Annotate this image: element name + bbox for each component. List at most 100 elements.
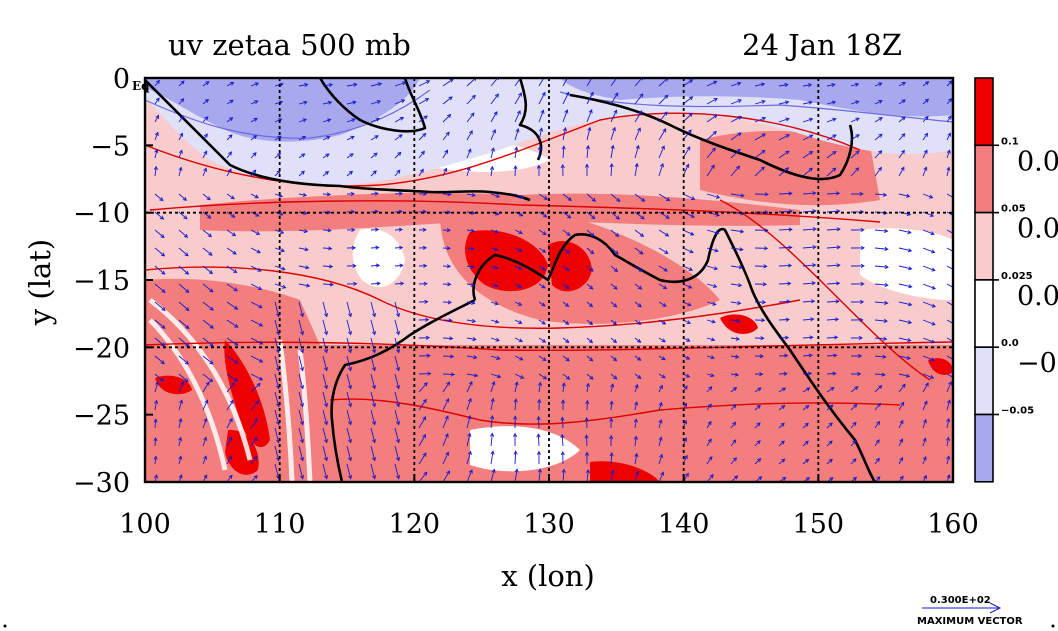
wind-vector-head — [179, 399, 184, 404]
wind-vector-head — [513, 450, 518, 455]
wind-vector — [346, 355, 352, 371]
wind-vector-head — [350, 135, 355, 140]
wind-vector-head — [782, 476, 787, 481]
wind-vector — [874, 355, 886, 358]
wind-vector — [586, 145, 589, 159]
wind-vector — [754, 440, 761, 447]
wind-vector — [202, 150, 208, 159]
wind-vector-head — [616, 198, 621, 203]
wind-vector-head — [396, 331, 401, 336]
wind-vector — [274, 427, 280, 443]
wind-vector — [802, 372, 812, 375]
wind-vector — [202, 99, 209, 105]
wind-vector — [658, 78, 669, 87]
wind-vector — [298, 463, 304, 479]
wind-vector — [898, 116, 906, 123]
wind-vector-head — [884, 246, 889, 252]
y-tick-label: −15 — [73, 266, 130, 297]
wind-vector-head — [495, 337, 500, 342]
wind-vector — [442, 114, 451, 123]
wind-vector — [898, 337, 911, 342]
wind-vector — [802, 318, 814, 321]
wind-vector — [178, 319, 190, 329]
wind-vector-head — [884, 228, 889, 233]
wind-vector-head — [400, 281, 405, 286]
wind-vector-head — [946, 474, 951, 479]
wind-vector — [538, 301, 546, 307]
wind-vector — [514, 193, 524, 199]
wind-vector-head — [906, 193, 911, 198]
wind-vector-head — [566, 375, 571, 380]
wind-vector-head — [787, 263, 793, 268]
wind-vector — [178, 193, 187, 201]
wind-vector-head — [161, 288, 166, 293]
wind-vector — [466, 112, 475, 123]
wind-vector-head — [446, 228, 451, 233]
wind-vector-head — [639, 250, 644, 255]
wind-vector — [466, 167, 470, 177]
wind-vector-head — [257, 267, 262, 272]
wind-vector — [874, 229, 888, 232]
wind-vector — [898, 373, 910, 377]
wind-vector — [778, 246, 792, 249]
wind-vector — [898, 211, 911, 216]
wind-vector-head — [613, 268, 619, 273]
wind-vector-head — [807, 83, 813, 88]
wind-vector — [202, 283, 214, 293]
wind-vector-head — [955, 323, 959, 326]
wind-vector — [682, 229, 694, 236]
wind-vector-head — [518, 230, 523, 235]
wind-vector — [874, 150, 882, 159]
wind-vector-head — [324, 349, 329, 354]
wind-vector — [634, 145, 639, 159]
wind-vector — [706, 319, 716, 323]
wind-vector-head — [908, 266, 913, 271]
wind-vector — [370, 193, 379, 195]
wind-vector-head — [178, 474, 183, 479]
wind-vector-head — [852, 421, 857, 426]
wind-vector — [634, 110, 643, 123]
wind-vector — [922, 133, 928, 141]
wind-vector — [658, 437, 662, 447]
wind-vector-head — [396, 313, 401, 318]
wind-vector-head — [714, 248, 719, 253]
wind-vector-head — [326, 136, 331, 140]
wind-vector-head — [756, 404, 761, 409]
wind-vector-head — [635, 144, 640, 150]
wind-vector — [346, 373, 352, 389]
wind-vector — [322, 445, 328, 461]
wind-vector — [610, 373, 618, 380]
wind-vector — [490, 451, 494, 465]
wind-vector-head — [350, 209, 356, 214]
wind-vector — [394, 445, 400, 461]
wind-vector-head — [637, 127, 641, 132]
wind-vector — [754, 117, 766, 123]
wind-vector-head — [954, 251, 958, 254]
wind-vector — [586, 229, 595, 237]
wind-vector — [538, 265, 546, 271]
wind-vector-head — [686, 320, 692, 324]
wind-vector-head — [234, 323, 239, 328]
wind-vector — [202, 133, 208, 141]
wind-vector-head — [634, 401, 639, 406]
wind-vector-head — [422, 245, 428, 250]
wind-vector — [802, 300, 815, 303]
wind-vector — [850, 167, 859, 177]
wind-vector-head — [536, 450, 542, 455]
contour-lines — [145, 112, 953, 425]
wind-vector-head — [228, 474, 233, 479]
wind-vector — [610, 247, 619, 255]
wind-vector-head — [424, 98, 430, 102]
wind-vector — [298, 427, 304, 443]
wind-vector-head — [561, 468, 566, 473]
wind-vector-head — [907, 320, 913, 325]
wind-vector-head — [541, 248, 547, 253]
wind-vector — [898, 457, 903, 465]
wind-vector — [922, 401, 928, 411]
wind-vector-head — [567, 214, 572, 219]
wind-vector — [466, 229, 475, 232]
wind-vector-head — [739, 247, 744, 252]
wind-vector — [802, 228, 816, 231]
wind-vector — [514, 283, 522, 288]
wind-vector-head — [640, 197, 646, 202]
